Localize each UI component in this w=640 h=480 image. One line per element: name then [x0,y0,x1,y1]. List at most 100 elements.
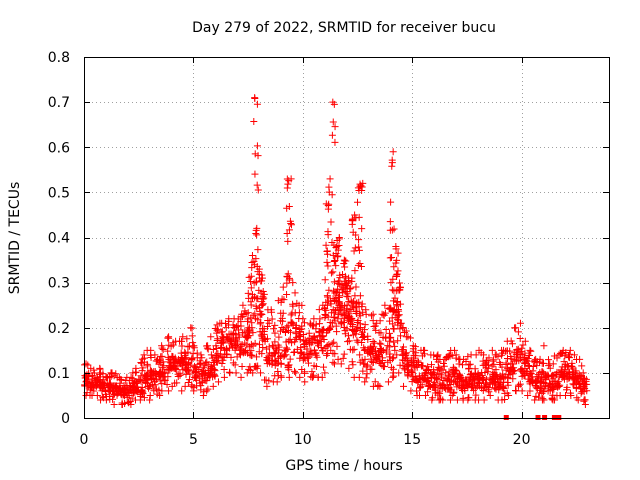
data-point [439,359,447,367]
data-point [580,375,588,383]
data-point [245,273,253,281]
data-point [387,363,395,371]
data-point [361,378,369,386]
data-point [130,379,138,387]
data-point [295,309,303,317]
data-point [388,159,396,167]
data-point [327,269,335,277]
data-point [218,359,226,367]
data-point [320,325,328,333]
data-point [339,354,347,362]
data-point [297,344,305,352]
data-point [164,334,172,342]
data-point [248,319,256,327]
data-point [551,396,559,404]
data-point [386,218,394,226]
data-point [356,260,364,268]
data-point [400,382,408,390]
data-point [209,346,217,354]
data-point [466,360,474,368]
data-point [538,375,546,383]
data-point [153,390,161,398]
data-point [157,353,165,361]
data-point [330,338,338,346]
data-point [392,245,400,253]
data-point [193,365,201,373]
data-point [539,395,547,403]
data-point [410,362,418,370]
data-point [257,319,265,327]
data-point [394,337,402,345]
data-point [388,226,396,234]
data-point [526,387,534,395]
data-point [525,352,533,360]
data-point [235,326,243,334]
data-point [258,277,266,285]
data-point [512,357,520,365]
data-point [322,306,330,314]
data-point [382,346,390,354]
data-point [146,381,154,389]
data-point [253,224,261,232]
x-tick-label: 20 [513,432,531,448]
data-point [390,263,398,271]
data-point [480,396,488,404]
data-point [207,333,215,341]
data-point [355,243,363,251]
data-point [251,363,259,371]
data-point [369,337,377,345]
data-point [420,350,428,358]
data-point [389,307,397,315]
data-point [409,347,417,355]
data-point [328,319,336,327]
data-point [355,236,363,244]
data-point [301,378,309,386]
data-point [159,345,167,353]
data-point [305,329,313,337]
data-point [291,289,299,297]
data-point [220,366,228,374]
data-point [514,328,522,336]
data-point [209,373,217,381]
data-point [578,362,586,370]
data-point [390,372,398,380]
data-point [472,351,480,359]
data-point [289,320,297,328]
data-point [177,337,185,345]
data-point [319,333,327,341]
data-point [113,374,121,382]
data-point [164,347,172,355]
data-point [283,229,291,237]
data-point [350,345,358,353]
data-point [380,311,388,319]
data-point [299,356,307,364]
data-point [283,175,291,183]
data-point [312,362,320,370]
data-point [183,335,191,343]
data-point [352,327,360,335]
data-point [252,302,260,310]
data-point [492,366,500,374]
data-point [517,347,525,355]
data-points [81,94,591,408]
data-point [332,297,340,305]
data-point [151,381,159,389]
data-point [258,332,266,340]
data-point [354,198,362,206]
data-point [396,279,404,287]
data-point [237,373,245,381]
data-point [507,352,515,360]
data-point [461,387,469,395]
y-tick-label: 0.4 [48,231,70,247]
data-point [388,162,396,170]
data-point [562,360,570,368]
data-point [337,360,345,368]
data-point [504,371,512,379]
data-point [81,374,89,382]
data-point [356,180,364,188]
data-point [580,396,588,404]
data-point [399,345,407,353]
data-point [447,346,455,354]
data-point [341,263,349,271]
data-point [333,236,341,244]
